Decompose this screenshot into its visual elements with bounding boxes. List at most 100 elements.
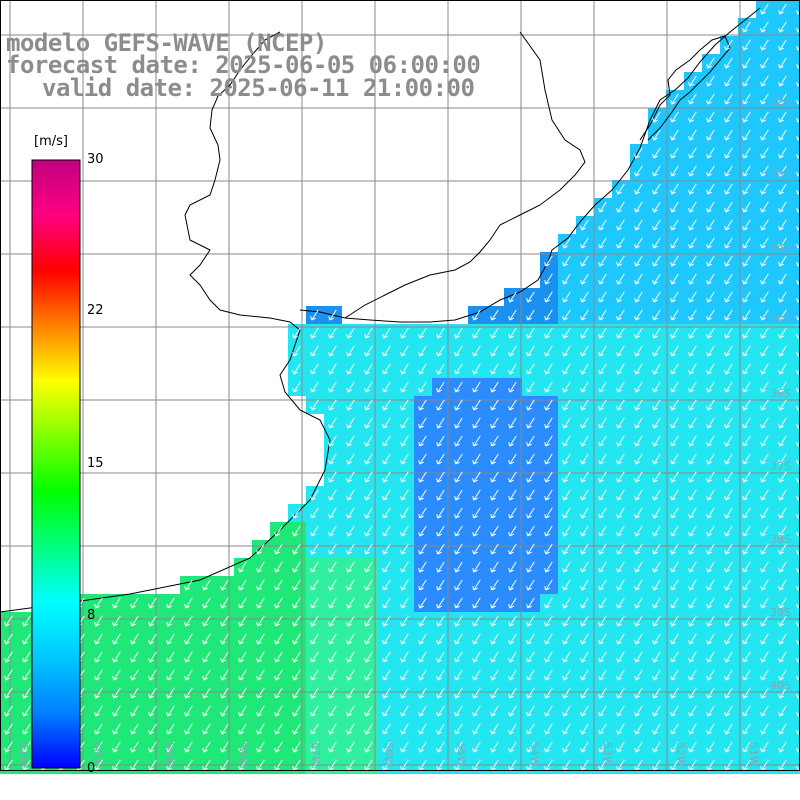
wind-arrow (346, 741, 355, 753)
wind-arrow (760, 129, 769, 141)
wind-arrow (688, 579, 697, 591)
wind-arrow (382, 633, 391, 645)
wind-arrow (508, 489, 517, 501)
wind-arrow (544, 435, 553, 447)
wind-arrow (364, 471, 373, 483)
wind-arrow (616, 237, 625, 249)
wind-arrow (364, 687, 373, 699)
wind-arrow (652, 543, 661, 555)
wind-arrow (742, 507, 751, 519)
wind-arrow (490, 687, 499, 699)
wind-arrow (562, 381, 571, 393)
wind-arrow (580, 723, 589, 735)
wind-arrow (688, 237, 697, 249)
wind-speed-cell (792, 522, 800, 540)
wind-arrow (454, 723, 463, 735)
wind-arrow (598, 705, 607, 717)
wind-speed-cell (792, 684, 800, 702)
wind-arrow (544, 327, 553, 339)
wind-arrow (742, 615, 751, 627)
wind-speed-cell (792, 576, 800, 594)
wind-speed-cell (792, 612, 800, 630)
wind-arrow (526, 507, 535, 519)
wind-arrow (256, 759, 265, 771)
wind-arrow (382, 525, 391, 537)
wind-arrow (760, 561, 769, 573)
wind-arrow (652, 579, 661, 591)
wind-arrow (778, 237, 787, 249)
wind-arrow (544, 291, 553, 303)
wind-arrow (670, 633, 679, 645)
wind-arrow (742, 417, 751, 429)
wind-speed-cell (792, 198, 800, 216)
wind-arrow (418, 381, 427, 393)
wind-arrow (328, 399, 337, 411)
wind-arrow (562, 255, 571, 267)
wind-arrow (130, 651, 139, 663)
wind-arrow (778, 93, 787, 105)
wind-arrow (652, 651, 661, 663)
wind-arrow (544, 651, 553, 663)
wind-arrow (598, 687, 607, 699)
wind-arrow (526, 723, 535, 735)
wind-arrow (562, 705, 571, 717)
wind-arrow (148, 759, 157, 771)
wind-arrow (724, 669, 733, 681)
wind-arrow (778, 759, 787, 771)
latitude-label: 32S (770, 95, 791, 108)
wind-arrow (670, 363, 679, 375)
wind-arrow (724, 453, 733, 465)
wind-arrow (508, 723, 517, 735)
wind-arrow (706, 255, 715, 267)
wind-arrow (580, 561, 589, 573)
wind-arrow (112, 669, 121, 681)
wind-arrow (724, 687, 733, 699)
wind-arrow (328, 489, 337, 501)
wind-arrow (616, 705, 625, 717)
wind-speed-cell (792, 126, 800, 144)
wind-arrow (508, 435, 517, 447)
wind-arrow (166, 633, 175, 645)
wind-arrow (184, 705, 193, 717)
wind-arrow (634, 579, 643, 591)
wind-arrow (580, 345, 589, 357)
wind-arrow (688, 291, 697, 303)
wind-arrow (454, 363, 463, 375)
wind-arrow (328, 687, 337, 699)
wind-arrow (94, 669, 103, 681)
wind-arrow (382, 705, 391, 717)
wind-arrow (688, 507, 697, 519)
wind-arrow (706, 363, 715, 375)
wind-arrow (634, 363, 643, 375)
wind-arrow (760, 93, 769, 105)
wind-arrow (616, 651, 625, 663)
wind-arrow (706, 543, 715, 555)
wind-arrow (130, 687, 139, 699)
wind-arrow (22, 741, 31, 753)
wind-arrow (724, 219, 733, 231)
wind-arrow (562, 561, 571, 573)
wind-arrow (382, 579, 391, 591)
wind-arrow (760, 579, 769, 591)
wind-arrow (382, 345, 391, 357)
wind-arrow (94, 597, 103, 609)
wind-arrow (454, 399, 463, 411)
wind-arrow (508, 741, 517, 753)
wind-arrow (616, 525, 625, 537)
wind-arrow (526, 615, 535, 627)
coastline (0, 7, 761, 613)
wind-arrow (688, 669, 697, 681)
wind-arrow (724, 165, 733, 177)
wind-arrow (310, 741, 319, 753)
wind-arrow (418, 471, 427, 483)
wind-arrow (544, 705, 553, 717)
wind-arrow (562, 651, 571, 663)
wind-arrow (706, 471, 715, 483)
wind-arrow (454, 615, 463, 627)
wind-arrow (508, 381, 517, 393)
wind-arrow (706, 435, 715, 447)
wind-arrow (580, 579, 589, 591)
wind-arrow (508, 453, 517, 465)
longitude-label: 51W (747, 742, 760, 767)
wind-arrow (742, 255, 751, 267)
